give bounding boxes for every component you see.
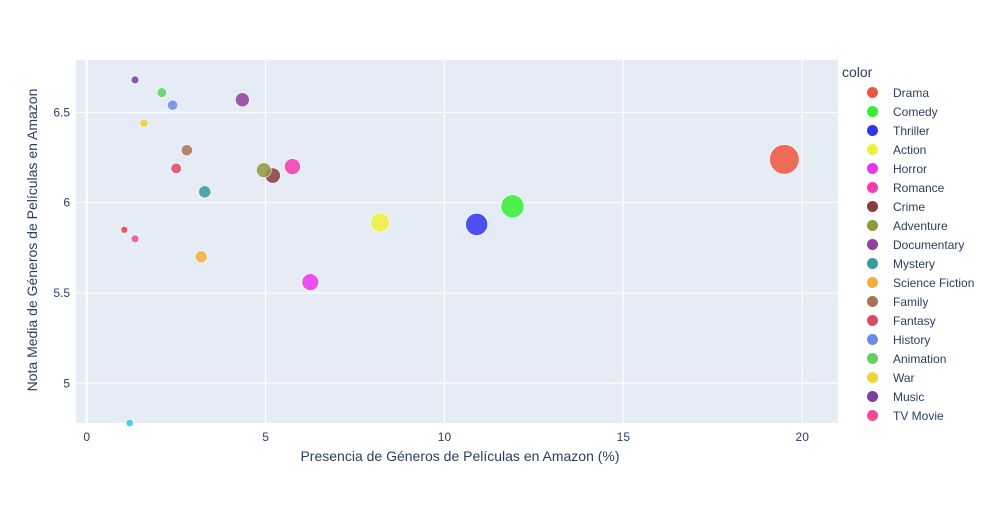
legend-item-mystery[interactable]: Mystery [842,254,992,273]
legend-marker-icon [867,296,878,307]
legend-label: Romance [893,180,945,195]
legend-item-drama[interactable]: Drama [842,83,992,102]
legend-marker-icon [867,334,878,345]
legend-marker-icon [867,182,878,193]
legend-label: Animation [893,351,947,366]
point-war[interactable] [139,118,149,128]
legend-marker-icon [867,239,878,250]
legend-items: Drama Comedy Thriller Action Horror Romance Cr… [842,83,992,425]
legend-label: Comedy [893,104,938,119]
legend-marker-icon [867,277,878,288]
legend-item-adventure[interactable]: Adventure [842,216,992,235]
legend-label: War [893,370,915,385]
point-music[interactable] [130,75,140,85]
point-comedy[interactable] [500,194,525,219]
point-unlabeled[interactable] [120,226,129,234]
legend-item-romance[interactable]: Romance [842,178,992,197]
legend-marker-icon [867,372,878,383]
legend-marker-icon [867,315,878,326]
y-tick-label: 5.5 [53,286,70,300]
legend-label: Music [893,389,925,404]
legend: color Drama Comedy Thriller Action Horror Rom… [842,62,992,425]
legend-marker-icon [867,125,878,136]
legend-title: color [842,64,873,80]
point-science-fiction[interactable] [194,250,208,264]
x-tick-label: 0 [83,430,90,444]
legend-label: Mystery [893,256,935,271]
point-romance[interactable] [284,158,301,175]
legend-item-crime[interactable]: Crime [842,197,992,216]
legend-item-thriller[interactable]: Thriller [842,121,992,140]
point-animation[interactable] [156,87,168,98]
legend-marker-icon [867,353,878,364]
legend-item-science-fiction[interactable]: Science Fiction [842,273,992,292]
legend-marker-icon [867,163,878,174]
x-tick-label: 20 [796,430,810,444]
point-drama[interactable] [769,144,800,175]
legend-label: Fantasy [893,313,936,328]
legend-marker-icon [867,258,878,269]
x-tick-label: 15 [617,430,631,444]
legend-item-documentary[interactable]: Documentary [842,235,992,254]
legend-label: Science Fiction [893,275,975,290]
legend-label: Family [893,294,929,309]
point-thriller[interactable] [465,212,489,236]
legend-item-fantasy[interactable]: Fantasy [842,311,992,330]
legend-item-history[interactable]: History [842,330,992,349]
legend-marker-icon [867,87,878,98]
point-documentary[interactable] [235,92,250,108]
legend-label: Adventure [893,218,948,233]
x-axis-title: Presencia de Géneros de Películas en Ama… [300,448,619,464]
y-axis-title: Nota Media de Géneros de Películas en Am… [24,89,40,392]
legend-item-war[interactable]: War [842,368,992,387]
point-history[interactable] [167,99,179,111]
y-tick-label: 6.5 [53,105,70,119]
legend-item-animation[interactable]: Animation [842,349,992,368]
point-unlabeled[interactable] [125,419,134,427]
point-action[interactable] [370,212,390,233]
legend-marker-icon [867,106,878,117]
legend-label: Documentary [893,237,965,252]
legend-marker-icon [867,220,878,231]
point-tv-movie[interactable] [130,234,140,243]
legend-label: Horror [893,161,928,176]
legend-label: Crime [893,199,925,214]
legend-label: TV Movie [893,408,944,423]
legend-item-horror[interactable]: Horror [842,159,992,178]
x-tick-label: 5 [262,430,269,444]
legend-marker-icon [867,144,878,155]
legend-marker-icon [867,201,878,212]
x-tick-label: 10 [438,430,452,444]
legend-label: Drama [893,85,930,100]
legend-marker-icon [867,391,878,402]
legend-item-family[interactable]: Family [842,292,992,311]
point-fantasy[interactable] [170,162,182,174]
y-axis-ticks: 5 5.5 6 6.5 [53,105,70,390]
x-axis-ticks: 0 5 10 15 20 [83,430,809,444]
point-adventure[interactable] [256,162,272,178]
point-mystery[interactable] [198,185,212,199]
legend-label: Thriller [893,123,930,138]
legend-label: Action [893,142,927,157]
legend-item-comedy[interactable]: Comedy [842,102,992,121]
data-points [120,75,800,427]
y-tick-label: 5 [63,376,70,390]
grid [76,60,838,423]
legend-label: History [893,332,931,347]
legend-item-music[interactable]: Music [842,387,992,406]
legend-marker-icon [867,410,878,421]
legend-item-action[interactable]: Action [842,140,992,159]
plot-area [76,60,838,423]
point-family[interactable] [180,144,193,157]
point-horror[interactable] [301,273,319,291]
y-tick-label: 6 [63,196,70,210]
legend-item-tv-movie[interactable]: TV Movie [842,406,992,425]
